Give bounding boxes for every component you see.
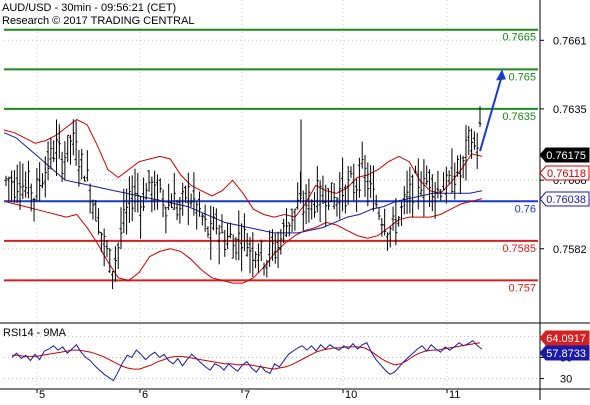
chart-title: AUD/USD - 30min - 09:56:21 (CET)	[2, 2, 176, 14]
level-label-resistance: 0.7635	[502, 111, 536, 123]
value-badge-label: 57.8733	[546, 348, 586, 360]
level-labels: 0.7665 0.765 0.7635 0.76 0.7585 0.757	[502, 32, 536, 295]
value-badge-band	[539, 165, 590, 181]
price-tick-label: 0.7661	[553, 35, 587, 47]
rsi-title: RSI14 - 9MA	[3, 327, 67, 339]
rsi-tick-label: 30	[560, 374, 572, 386]
value-badges: 0.76175 0.76118 0.76038	[539, 147, 590, 207]
time-axis: 5 6 7 10 11	[36, 389, 460, 401]
price-tick-label: 0.7635	[553, 104, 587, 116]
time-tick-label: 5	[39, 389, 45, 400]
rsi-line	[11, 339, 483, 382]
level-label-support: 0.757	[508, 282, 536, 294]
time-tick-label: 6	[142, 389, 148, 400]
value-badge-red	[539, 330, 590, 346]
level-label-resistance: 0.765	[508, 71, 536, 83]
forecast-arrow-shaft	[479, 75, 503, 152]
upper-band-line	[3, 118, 483, 218]
value-badge-label: 64.0917	[546, 333, 586, 345]
bollinger-bands	[3, 118, 483, 284]
time-tick-label: 10	[345, 389, 357, 400]
value-badge-last	[539, 147, 590, 163]
candlestick-series	[4, 106, 482, 290]
chart-subtitle: Research © 2017 TRADING CENTRAL	[2, 15, 195, 27]
value-badge-label: 0.76118	[547, 168, 586, 180]
time-tick-label: 7	[244, 389, 250, 400]
level-label-resistance: 0.7665	[502, 32, 536, 44]
time-tick-label: 11	[449, 389, 460, 400]
lower-band-line	[3, 198, 483, 284]
value-badge-average	[539, 191, 590, 207]
moving-average-line	[3, 132, 483, 234]
forecast-arrow	[479, 69, 506, 152]
level-label-pivot: 0.76	[515, 203, 536, 215]
value-badge-label: 0.76038	[546, 194, 586, 206]
level-label-support: 0.7585	[502, 243, 536, 255]
value-badge-blue	[539, 345, 590, 361]
moving-average	[3, 132, 483, 234]
forecast-arrow-head	[496, 69, 506, 81]
price-tick-label: 0.7582	[553, 244, 587, 256]
value-badge-label: 0.76175	[546, 150, 586, 162]
